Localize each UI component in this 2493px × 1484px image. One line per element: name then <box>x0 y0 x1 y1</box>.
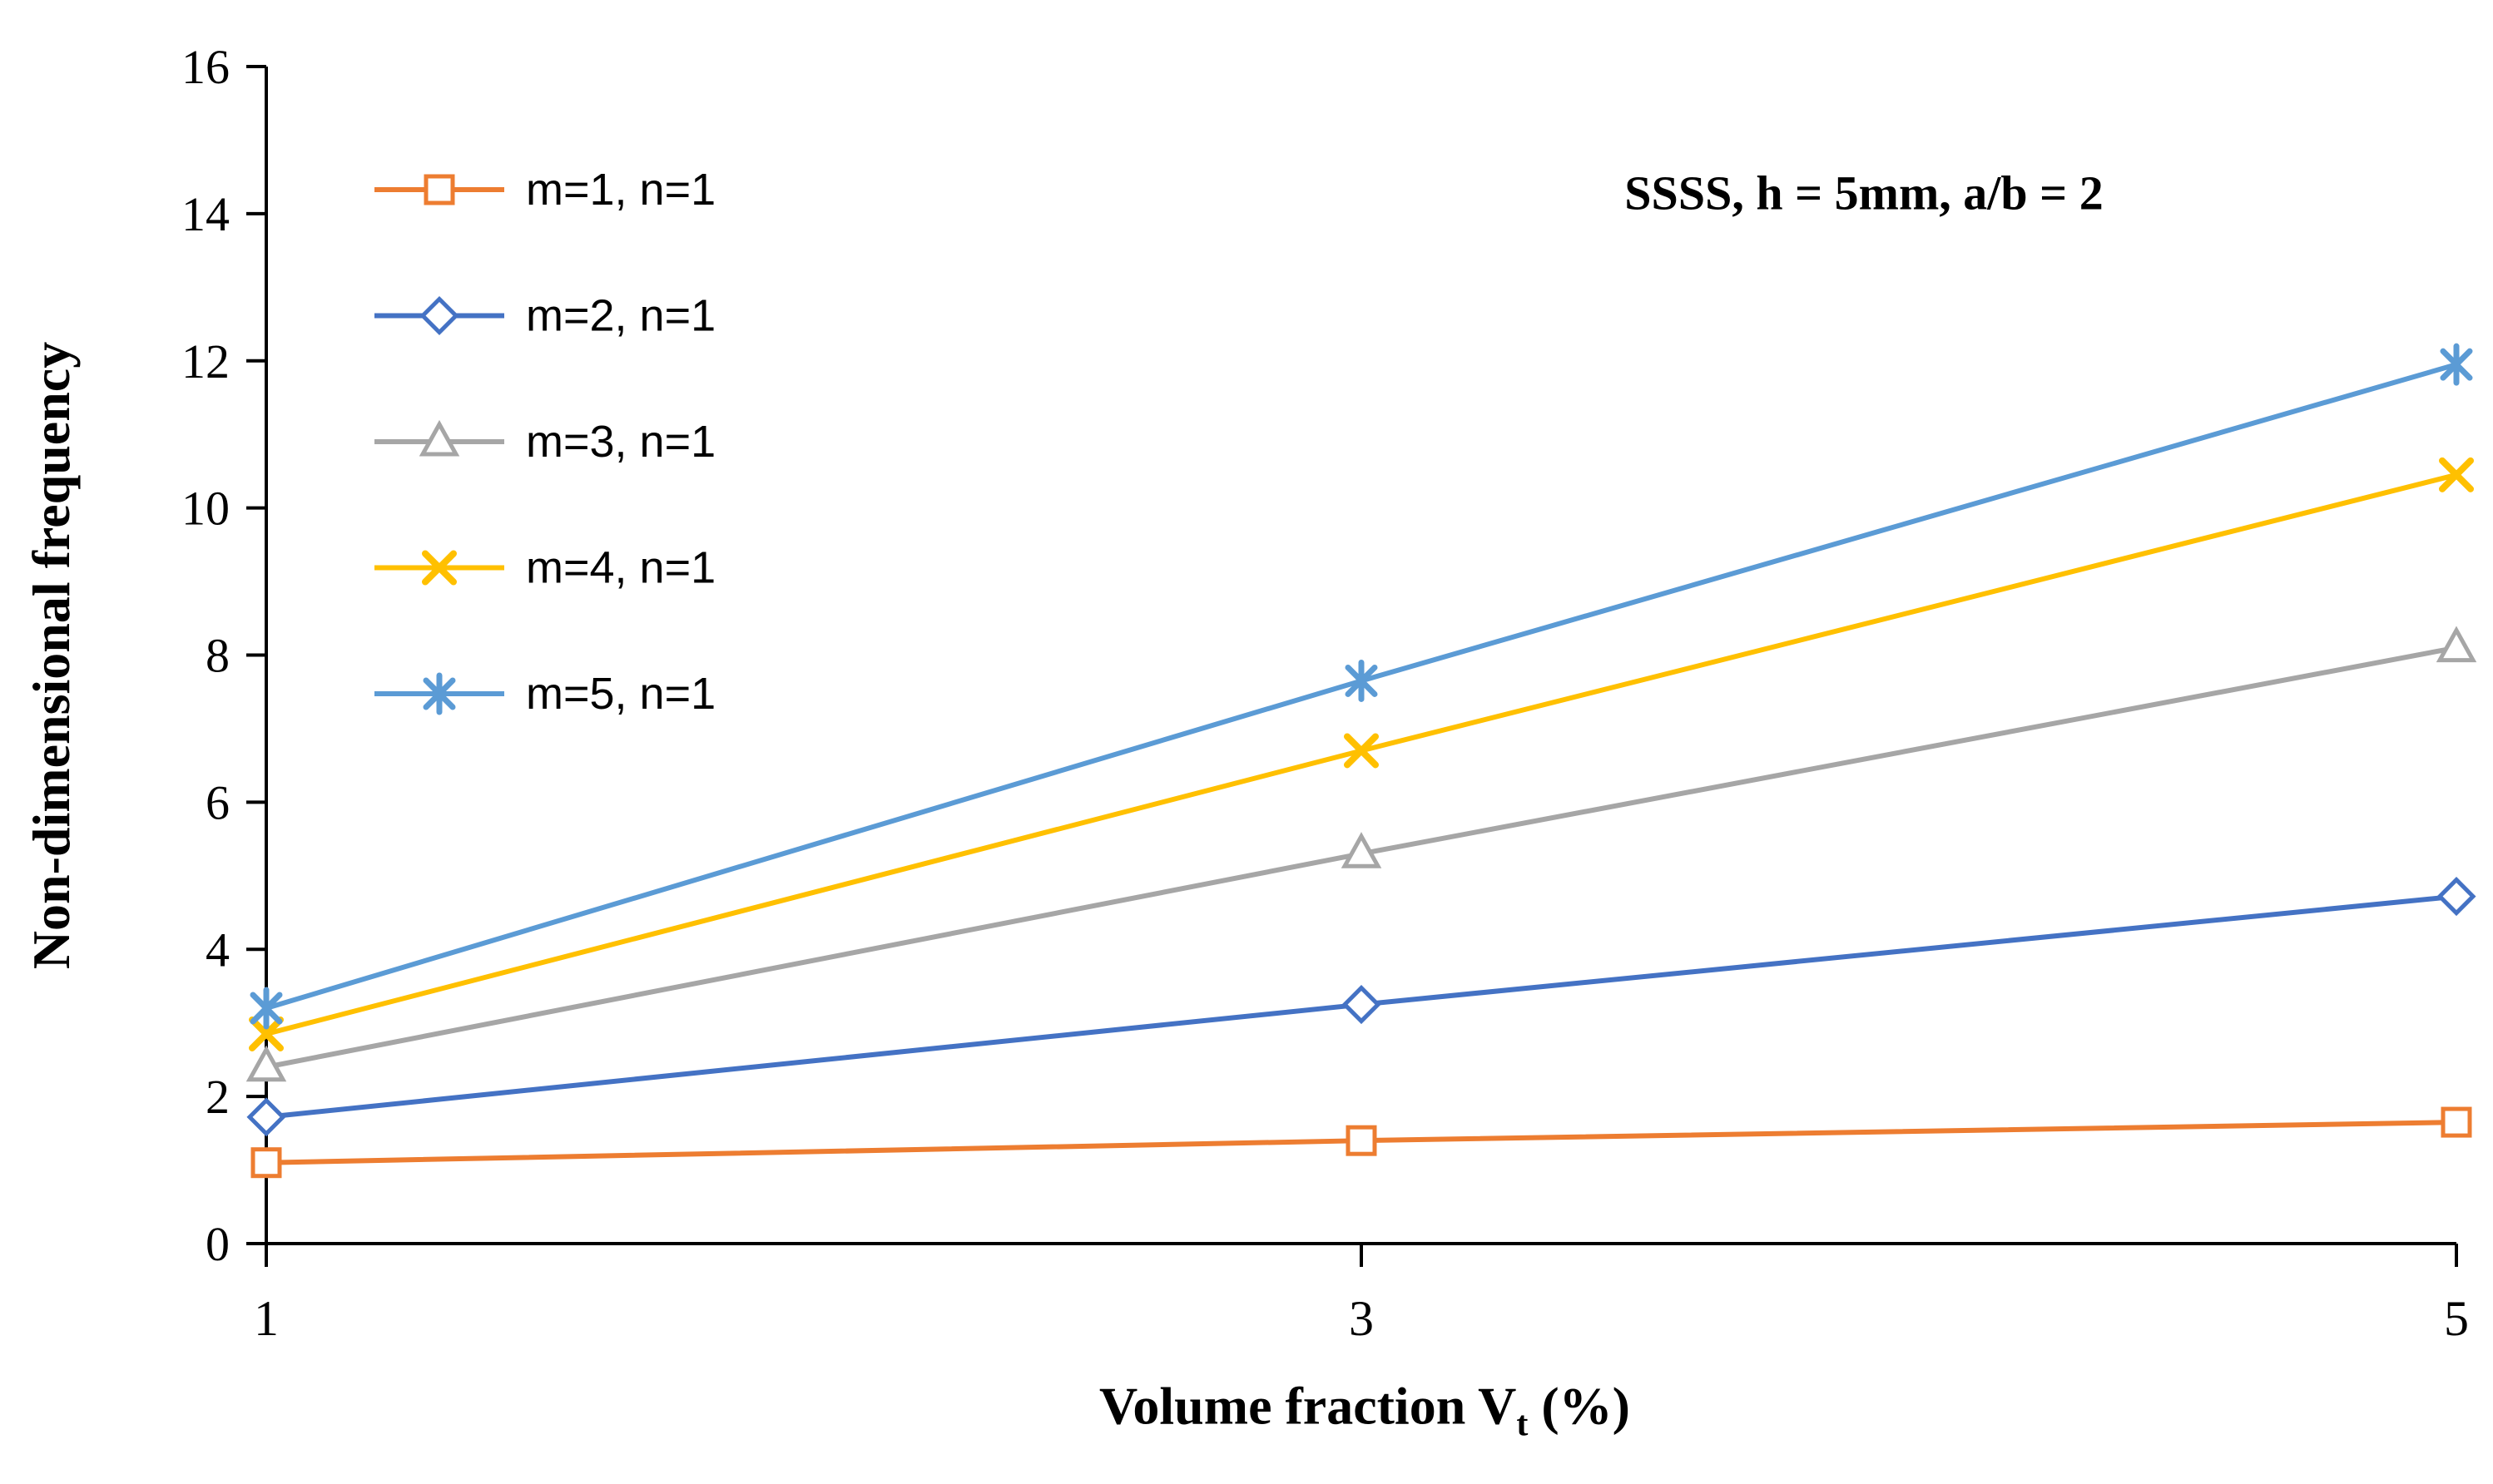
series-5 <box>250 343 2473 1030</box>
legend-item: m=2, n=1 <box>374 291 716 341</box>
series-marker-diamond <box>419 295 459 336</box>
series-marker-diamond <box>246 1097 286 1137</box>
x-tick-label: 1 <box>254 1291 279 1346</box>
series-4 <box>249 457 2474 1051</box>
y-tick-label: 2 <box>206 1070 230 1124</box>
series-marker-asterisk <box>2440 343 2473 386</box>
y-tick-label: 8 <box>206 629 230 683</box>
series-marker-triangle <box>419 419 460 457</box>
legend-label: m=2, n=1 <box>526 291 716 341</box>
legend-item: m=4, n=1 <box>374 543 716 593</box>
y-tick-label: 0 <box>206 1217 230 1271</box>
legend-label: m=5, n=1 <box>526 669 716 719</box>
legend-label: m=4, n=1 <box>526 543 716 593</box>
series-marker-x <box>249 1016 284 1051</box>
series-marker-x <box>422 550 457 586</box>
legend-item: m=5, n=1 <box>374 669 716 719</box>
series-marker-triangle <box>1341 832 1382 868</box>
series-2 <box>246 877 2476 1137</box>
series-marker-x <box>2439 457 2474 492</box>
legend-label: m=1, n=1 <box>526 165 716 215</box>
series-marker-square <box>250 1147 282 1179</box>
series-1 <box>250 1106 2472 1179</box>
legend-item: m=1, n=1 <box>374 165 716 215</box>
x-axis-title-subscript: t <box>1516 1405 1529 1444</box>
series-marker-asterisk <box>250 987 283 1030</box>
legend-label: m=3, n=1 <box>526 417 716 467</box>
chart-annotation: SSSS, h = 5mm, a/b = 2 <box>1624 166 2104 220</box>
series-3 <box>245 626 2477 1082</box>
series-marker-square <box>2441 1106 2472 1138</box>
y-tick-label: 14 <box>181 187 230 241</box>
series-marker-x <box>1344 733 1379 769</box>
x-tick-label: 5 <box>2444 1291 2469 1346</box>
series-marker-triangle <box>245 1045 287 1082</box>
legend: m=1, n=1 m=2, n=1 m=3, n=1 m=4, n=1 m=5, n=1 <box>374 165 716 719</box>
series-marker-square <box>1346 1125 1377 1156</box>
y-tick-label: 10 <box>181 482 230 536</box>
y-axis-title: Non-dimensional frequency <box>22 341 81 970</box>
series-marker-triangle <box>2436 626 2477 663</box>
y-tick-label: 6 <box>206 775 230 829</box>
x-axis-title-suffix: (%) <box>1528 1376 1630 1436</box>
x-tick-label: 3 <box>1349 1291 1374 1346</box>
series-marker-asterisk <box>1345 659 1378 702</box>
axes: 0 2 4 6 8 10 12 14 16 1 3 5 <box>181 40 2469 1346</box>
series-marker-square <box>424 174 455 205</box>
series-marker-asterisk <box>423 672 456 715</box>
y-tick-label: 4 <box>206 923 230 977</box>
series-marker-diamond <box>2436 877 2476 917</box>
y-tick-label: 16 <box>181 40 230 94</box>
series-marker-diamond <box>1341 985 1381 1025</box>
legend-item: m=3, n=1 <box>374 417 716 467</box>
x-axis-title: Volume fraction Vt (%) <box>1099 1376 1630 1445</box>
x-axis-title-main: Volume fraction V <box>1099 1376 1517 1436</box>
y-tick-label: 12 <box>181 334 230 388</box>
